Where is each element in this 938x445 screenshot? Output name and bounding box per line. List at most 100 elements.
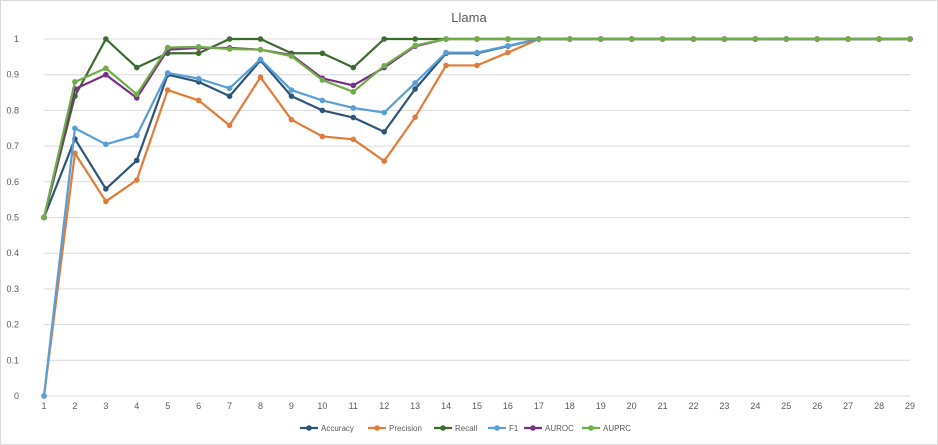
data-point-precision — [350, 136, 357, 143]
x-tick-label: 2 — [72, 401, 77, 411]
data-point-auroc — [103, 71, 109, 78]
data-point-auprc — [103, 65, 109, 72]
y-tick-label: 0.8 — [6, 105, 19, 115]
x-tick-label: 28 — [874, 401, 884, 411]
y-tick-label: 0.2 — [6, 320, 19, 330]
data-point-f1 — [226, 85, 233, 92]
legend-marker — [530, 425, 536, 431]
x-tick-label: 17 — [534, 401, 544, 411]
x-tick-label: 21 — [658, 401, 668, 411]
data-point-auprc — [845, 36, 851, 42]
legend-marker — [588, 425, 594, 431]
data-point-recall — [381, 36, 388, 42]
data-point-f1 — [257, 56, 264, 63]
legend-label: AUPRC — [603, 424, 631, 433]
x-tick-label: 9 — [289, 401, 294, 411]
legend-label: F1 — [509, 424, 519, 433]
data-point-accuracy — [288, 93, 295, 99]
data-point-auroc — [350, 82, 357, 89]
gridlines — [44, 38, 910, 397]
legend-marker — [374, 425, 380, 431]
data-point-recall — [412, 36, 418, 42]
data-point-precision — [226, 122, 233, 129]
data-point-auprc — [752, 36, 759, 42]
legend-label: AUROC — [545, 424, 574, 433]
data-point-auprc — [350, 89, 357, 95]
data-point-precision — [412, 114, 418, 120]
data-point-auprc — [907, 36, 913, 42]
data-point-precision — [381, 158, 388, 164]
x-tick-label: 11 — [349, 401, 358, 411]
x-tick-label: 27 — [843, 401, 853, 411]
legend-label: Accuracy — [321, 424, 354, 433]
data-point-precision — [288, 116, 295, 123]
x-tick-label: 7 — [227, 401, 232, 411]
data-point-accuracy — [103, 186, 109, 192]
x-tick-label: 23 — [719, 401, 729, 411]
data-point-auprc — [412, 42, 418, 49]
y-axis-labels: 0 0.1 0.2 0.3 0.4 0.5 0.6 0.7 0.8 0.9 1 — [6, 34, 19, 401]
data-point-auprc — [690, 36, 697, 42]
chart-title: Llama — [451, 10, 487, 25]
data-point-f1 — [319, 97, 326, 104]
legend: Accuracy Precision Recall F1 AUROC AUPRC — [300, 424, 631, 433]
data-point-auprc — [319, 77, 326, 83]
data-point-f1 — [164, 70, 171, 76]
x-tick-label: 25 — [781, 401, 791, 411]
data-point-recall — [133, 64, 140, 71]
data-point-auprc — [474, 36, 480, 42]
data-point-auprc — [628, 36, 635, 42]
data-point-auprc — [164, 44, 171, 51]
x-tick-label: 29 — [905, 401, 915, 411]
data-point-auprc — [597, 36, 604, 42]
data-point-auprc — [226, 46, 233, 52]
x-tick-label: 12 — [379, 401, 389, 411]
x-tick-label: 19 — [596, 401, 606, 411]
data-point-auprc — [505, 36, 511, 42]
data-point-f1 — [103, 141, 109, 148]
data-point-auprc — [257, 46, 264, 53]
data-point-f1 — [350, 105, 357, 111]
x-tick-label: 16 — [503, 401, 513, 411]
x-tick-label: 6 — [196, 401, 201, 411]
data-point-precision — [443, 62, 449, 69]
data-point-accuracy — [133, 157, 140, 164]
x-tick-label: 5 — [165, 401, 170, 411]
data-point-f1 — [443, 49, 449, 56]
y-tick-label: 1 — [14, 34, 19, 44]
data-point-recall — [319, 50, 326, 57]
x-tick-label: 22 — [688, 401, 698, 411]
data-point-auprc — [814, 36, 821, 42]
data-point-precision — [164, 87, 171, 93]
legend-marker — [440, 425, 446, 431]
data-point-f1 — [133, 132, 140, 139]
x-tick-label: 13 — [410, 401, 420, 411]
legend-label: Precision — [389, 424, 422, 433]
data-point-f1 — [505, 42, 511, 49]
data-point-auprc — [72, 79, 78, 85]
data-point-accuracy — [412, 86, 418, 92]
y-tick-label: 0.1 — [6, 355, 19, 365]
data-point-f1 — [41, 393, 47, 399]
y-tick-label: 0.4 — [6, 248, 19, 258]
x-tick-label: 4 — [134, 401, 139, 411]
data-point-accuracy — [319, 107, 326, 114]
data-point-precision — [319, 133, 326, 140]
data-point-precision — [257, 74, 264, 80]
data-point-recall — [103, 36, 109, 42]
x-tick-label: 15 — [472, 401, 482, 411]
x-tick-label: 24 — [750, 401, 760, 411]
legend-marker — [494, 425, 500, 431]
x-tick-label: 8 — [258, 401, 263, 411]
data-point-auprc — [41, 214, 47, 221]
data-point-f1 — [72, 125, 78, 132]
x-tick-label: 14 — [441, 401, 451, 411]
data-point-accuracy — [226, 93, 233, 99]
data-point-precision — [103, 198, 109, 205]
data-point-auprc — [443, 36, 449, 42]
data-point-auprc — [133, 91, 140, 98]
legend-marker — [306, 425, 312, 431]
data-point-precision — [474, 62, 480, 69]
data-point-accuracy — [381, 129, 388, 135]
